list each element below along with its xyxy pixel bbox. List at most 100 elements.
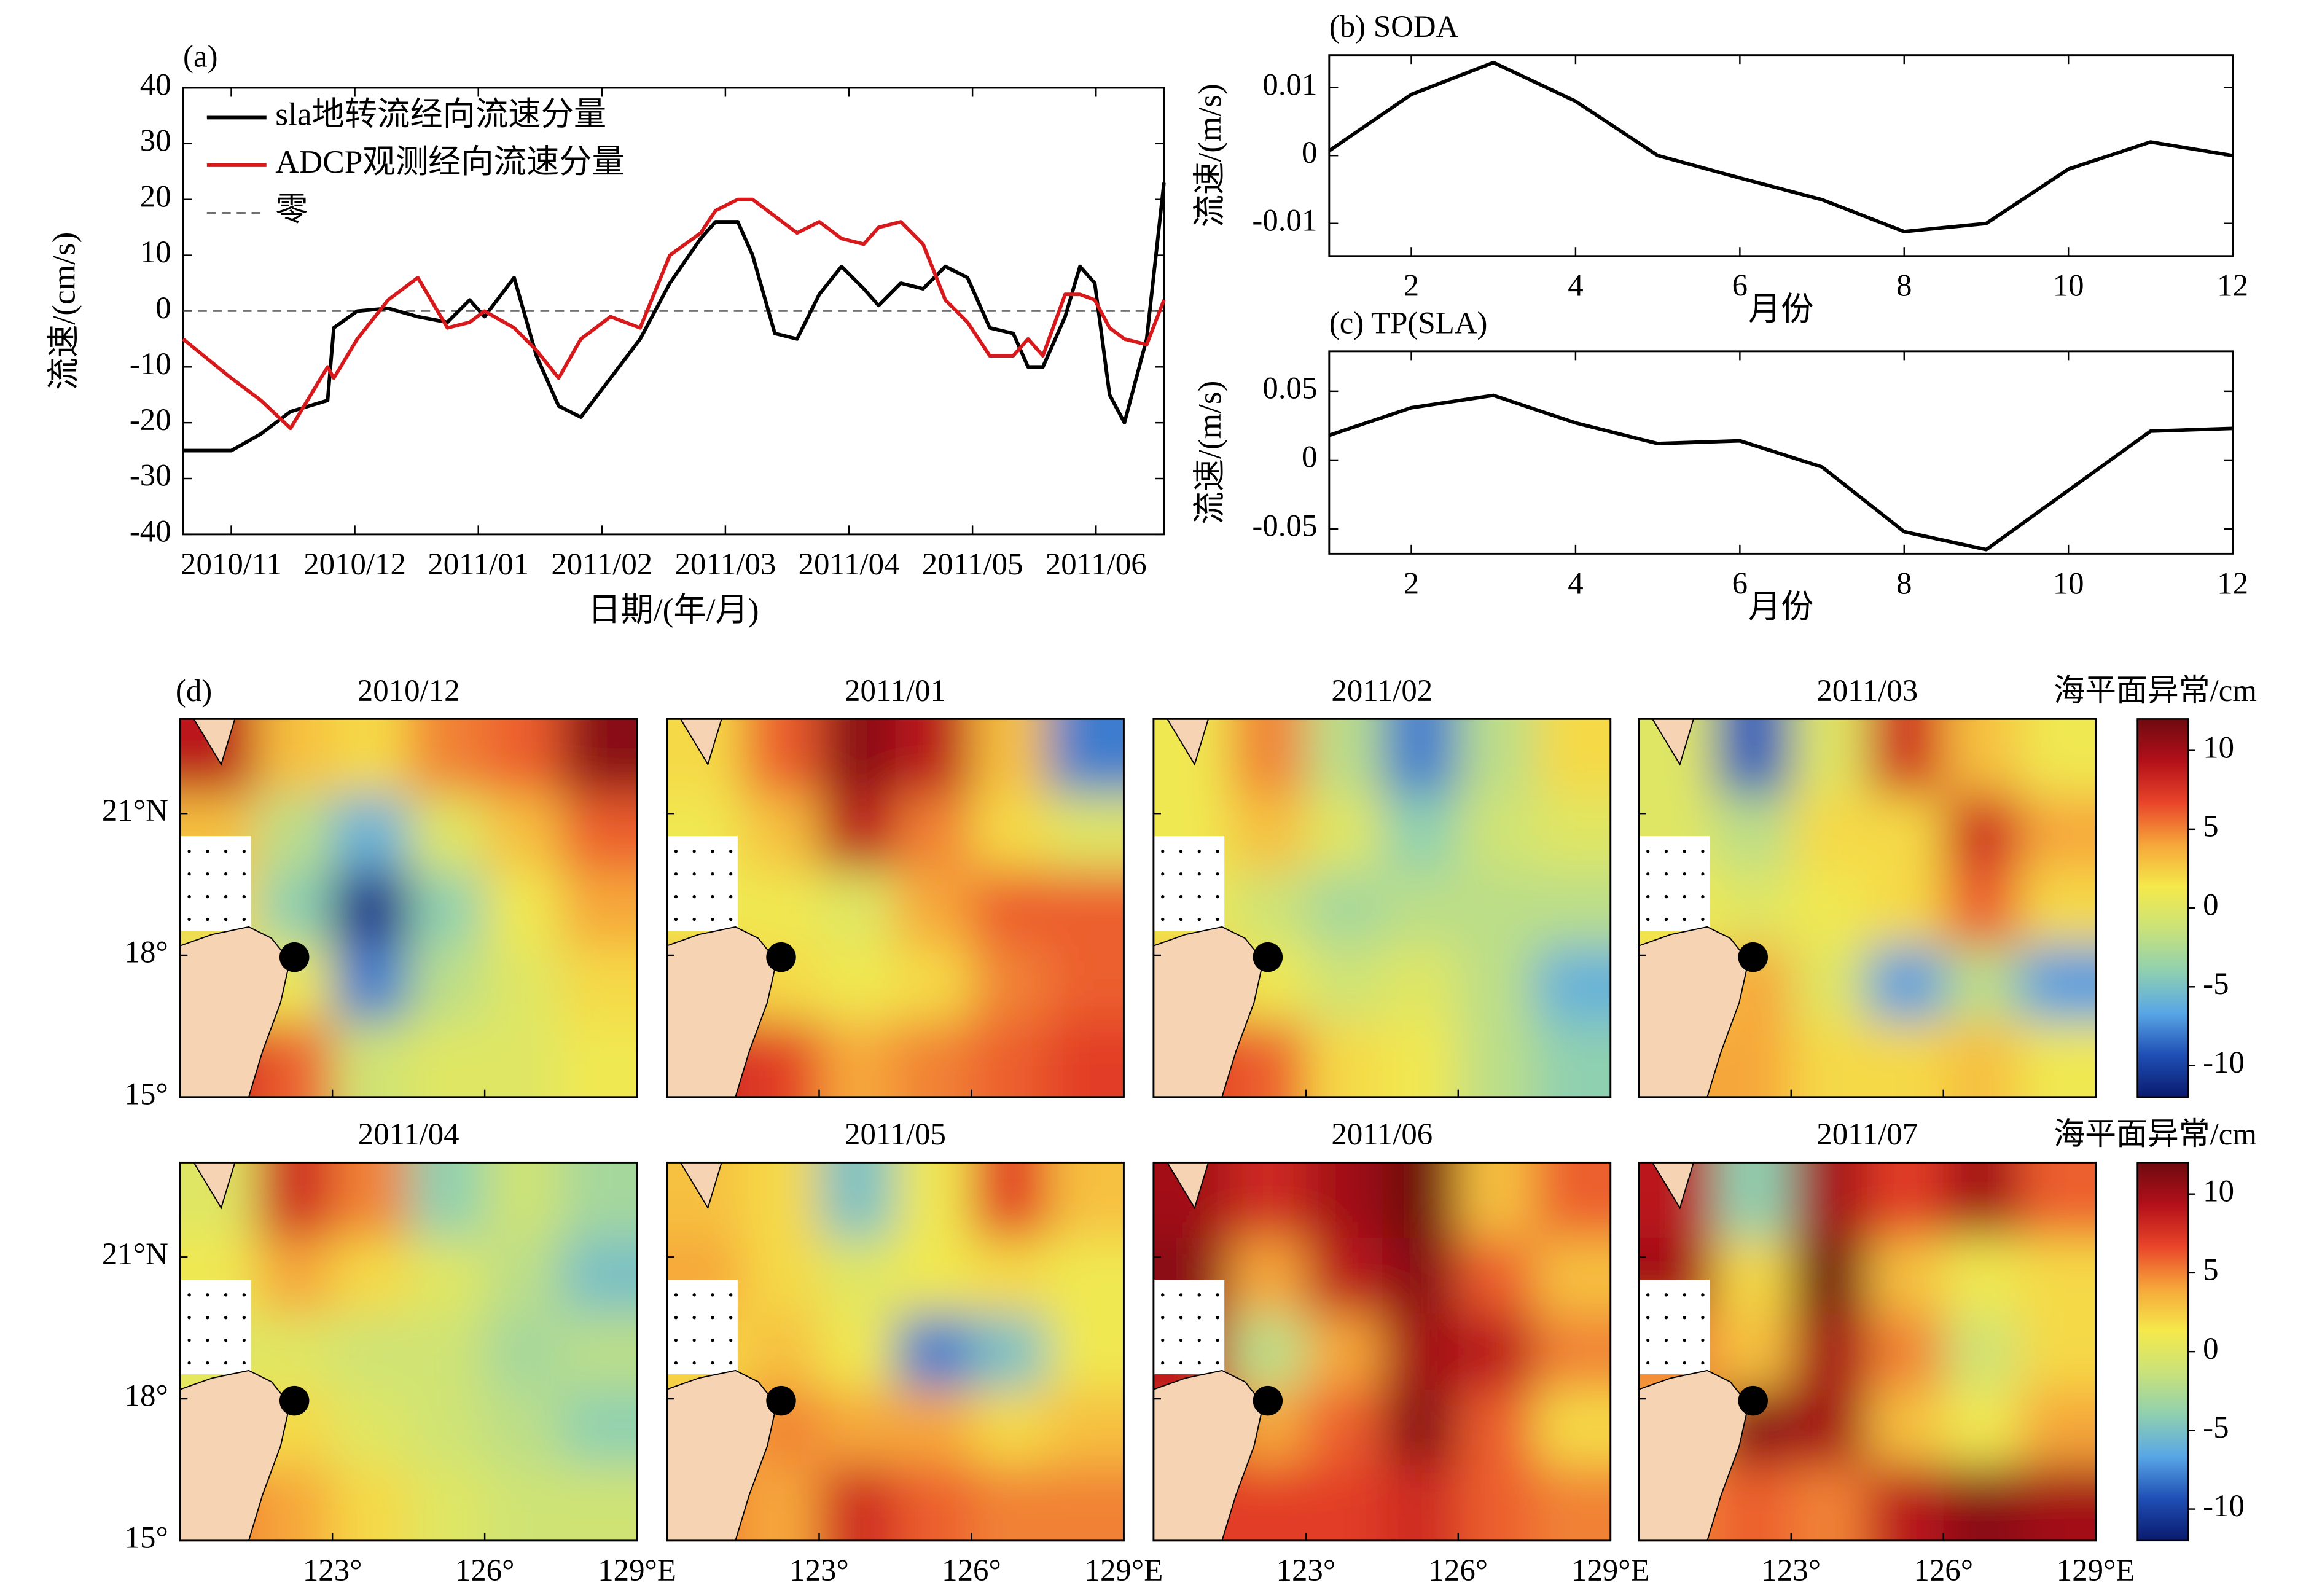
- mask-dot: [224, 894, 228, 899]
- sla-cell: [408, 1389, 487, 1467]
- mask-dot: [206, 894, 209, 899]
- x-tick-label: 10: [2053, 269, 2084, 303]
- land: [180, 926, 291, 1097]
- sla-cell: [895, 1313, 973, 1391]
- map-title: 2011/02: [1331, 674, 1433, 708]
- y-tick-label: 0: [1302, 136, 1317, 170]
- sla-cell: [1229, 1238, 1308, 1316]
- mask-dot: [242, 850, 246, 853]
- sla-cell: [561, 1313, 638, 1391]
- sla-cell: [1305, 794, 1384, 872]
- mask-dot: [1161, 1316, 1165, 1320]
- sla-cell: [1382, 870, 1460, 948]
- sla-cell: [895, 794, 973, 872]
- mask-dot: [692, 850, 696, 853]
- mask-dot: [187, 1339, 191, 1342]
- sla-cell: [485, 945, 563, 1023]
- sla-cell: [1305, 719, 1384, 796]
- mask-dot: [1646, 872, 1650, 876]
- panel-title: (d): [176, 674, 212, 708]
- sla-cell: [1867, 1238, 1945, 1316]
- mask-dot: [1197, 850, 1201, 853]
- y-tick-label: -20: [130, 403, 171, 437]
- sla-cell: [1458, 1389, 1536, 1467]
- y-tick-label: 15°: [125, 1521, 168, 1555]
- mask-dot: [1701, 894, 1705, 899]
- land: [1153, 926, 1264, 1097]
- mask-dot: [206, 1316, 209, 1320]
- mask-dot: [729, 894, 733, 899]
- mask-dot: [1161, 1361, 1165, 1365]
- mask-dot: [1664, 1361, 1668, 1365]
- sla-cell: [1943, 719, 2022, 796]
- x-tick-label: 4: [1568, 269, 1583, 303]
- y-tick-label: 18°: [125, 936, 168, 970]
- colorbar-label: 海平面异常/cm: [2054, 674, 2257, 708]
- y-tick-label: 21°N: [102, 1237, 168, 1272]
- x-tick-label: 8: [1896, 566, 1912, 601]
- sla-cell: [2019, 1465, 2096, 1541]
- masked-area: [180, 1280, 251, 1375]
- station: [1253, 1385, 1283, 1416]
- sla-cell: [1714, 1162, 1793, 1240]
- x-tick-label: 6: [1732, 566, 1748, 601]
- station: [1738, 942, 1769, 972]
- x-tick-label: 8: [1896, 269, 1912, 303]
- mask-dot: [674, 917, 678, 921]
- mask-dot: [674, 1361, 678, 1365]
- map-frame: [666, 1161, 1125, 1542]
- y-tick-label: -30: [130, 459, 171, 493]
- sla-cell: [1791, 794, 1869, 872]
- mask-dot: [1701, 917, 1705, 921]
- sla-cell: [408, 1021, 487, 1097]
- sla-cell: [1229, 870, 1308, 948]
- mask-dot: [711, 872, 714, 876]
- sla-cell: [895, 1238, 973, 1316]
- mask-dot: [1701, 850, 1705, 853]
- sla-cell: [1534, 1465, 1611, 1541]
- sla-cell: [1534, 1238, 1611, 1316]
- mask-dot: [1197, 872, 1201, 876]
- sla-cell: [561, 794, 638, 872]
- sla-cell: [971, 1238, 1049, 1316]
- mask-dot: [1701, 1339, 1705, 1342]
- sla-cell: [1534, 870, 1611, 948]
- sla-cell: [485, 1465, 563, 1541]
- sla-cell: [1943, 794, 2022, 872]
- y-tick-label: 0.01: [1262, 68, 1317, 102]
- sla-cell: [332, 1465, 410, 1541]
- x-tick-label: 12: [2217, 566, 2248, 601]
- sla-cell: [485, 1238, 563, 1316]
- data-line: [182, 197, 1166, 431]
- sla-cell: [561, 1465, 638, 1541]
- mask-dot: [1216, 894, 1219, 899]
- sla-cell: [819, 794, 897, 872]
- x-tick-label: 129°E: [2057, 1554, 2135, 1588]
- sla-cell: [971, 1162, 1049, 1240]
- masked-area: [1153, 1280, 1225, 1375]
- land: [1167, 719, 1210, 766]
- sla-cell: [2019, 794, 2096, 872]
- x-tick-label: 2: [1404, 269, 1419, 303]
- sla-cell: [2019, 1162, 2096, 1240]
- sla-cell: [1867, 1162, 1945, 1240]
- sla-cell: [971, 870, 1049, 948]
- sla-cell: [561, 1021, 638, 1097]
- sla-cell: [332, 870, 410, 948]
- mask-dot: [711, 917, 714, 921]
- sla-cell: [1791, 1021, 1869, 1097]
- colorbar-tick-label: 5: [2203, 810, 2218, 844]
- sla-cell: [1305, 945, 1384, 1023]
- sla-cell: [256, 1162, 334, 1240]
- sla-cell: [1458, 1021, 1536, 1097]
- mask-dot: [187, 917, 191, 921]
- map-title: 2011/01: [845, 674, 946, 708]
- sla-cell: [256, 1313, 334, 1391]
- mask-dot: [242, 894, 246, 899]
- mask-dot: [224, 1339, 228, 1342]
- mask-dot: [1179, 894, 1183, 899]
- mask-dot: [692, 1293, 696, 1297]
- sla-cell: [895, 1389, 973, 1467]
- mask-dot: [1646, 894, 1650, 899]
- y-tick-label: 18°: [125, 1379, 168, 1414]
